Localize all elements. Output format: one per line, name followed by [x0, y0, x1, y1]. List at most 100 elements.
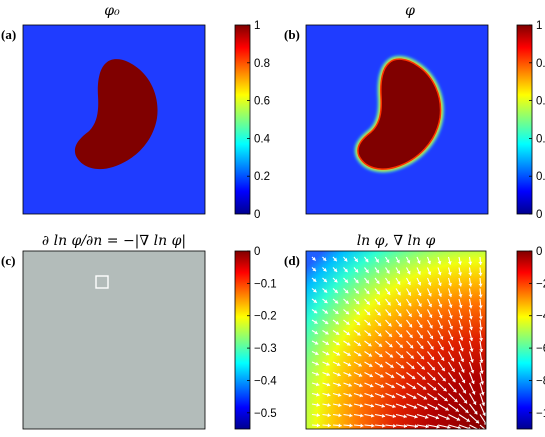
- colorbar-a-bar: [234, 24, 251, 215]
- vector-arrow-head: [469, 359, 474, 363]
- vector-arrow-head: [397, 291, 401, 296]
- vector-arrow-head: [410, 355, 414, 359]
- vector-arrow-head: [392, 423, 397, 428]
- vector-arrow-head: [382, 423, 386, 428]
- vector-arrow-head: [399, 354, 404, 359]
- vector-arrow-head: [324, 320, 329, 324]
- vector-arrow-head: [418, 324, 423, 328]
- vector-arrow-head: [325, 351, 330, 356]
- panel-c: ∂ ln φ/∂n = −|∇ ln φ| (c): [1, 233, 206, 430]
- vector-arrow-head: [377, 311, 381, 316]
- colorbar-c-bar: [234, 250, 251, 430]
- vector-arrow-head: [359, 383, 363, 388]
- vector-arrow-head: [375, 269, 380, 274]
- vector-arrow-head: [452, 388, 457, 393]
- vector-arrow-head: [313, 309, 318, 314]
- vector-arrow-head: [451, 368, 455, 372]
- vector-arrow-head: [360, 423, 364, 428]
- vector-arrow-head: [445, 407, 449, 411]
- vector-arrow-head: [443, 387, 447, 392]
- colorbar-tick-label: 0.6: [254, 96, 270, 108]
- vector-arrow-head: [403, 414, 407, 419]
- vector-arrow-head: [390, 364, 394, 368]
- vector-arrow-head: [387, 312, 392, 316]
- vector-arrow-head: [468, 261, 473, 265]
- vector-arrow-head: [456, 417, 461, 421]
- colorbar-d-bar: [516, 250, 533, 430]
- vector-arrow-head: [486, 430, 490, 433]
- vector-arrow-head: [312, 278, 317, 282]
- vector-arrow-head: [416, 260, 421, 264]
- vector-arrow-head: [459, 326, 464, 330]
- vector-arrow-head: [442, 377, 446, 382]
- vector-arrow-head: [435, 415, 440, 420]
- vector-arrow-head: [312, 267, 316, 272]
- vector-arrow-head: [434, 406, 439, 410]
- vector-arrow-head: [448, 304, 453, 308]
- vector-arrow-head: [478, 305, 483, 309]
- vector-arrow-head: [428, 314, 433, 318]
- vector-arrow-head: [344, 268, 348, 273]
- vector-arrow-head: [452, 378, 456, 383]
- vector-arrow-head: [380, 394, 385, 398]
- colorbar-tick-label: −0.3: [254, 343, 277, 355]
- vector-arrow-head: [391, 384, 395, 389]
- vector-arrow-head: [463, 399, 468, 404]
- colorbar-tick-label: −0.1: [254, 278, 277, 290]
- vector-arrow-head: [337, 393, 342, 397]
- vector-arrow-head: [354, 258, 358, 262]
- vector-arrow-head: [470, 369, 475, 374]
- vector-arrow-head: [464, 409, 469, 413]
- vector-arrow-head: [359, 403, 364, 408]
- vector-arrow-head: [378, 353, 383, 357]
- vector-arrow-head: [375, 280, 380, 284]
- vector-arrow-head: [313, 299, 317, 303]
- vector-arrow-head: [422, 386, 427, 390]
- vector-arrow-head: [356, 321, 361, 326]
- vector-arrow-head: [446, 416, 450, 421]
- vector-arrow-head: [355, 290, 359, 294]
- vector-arrow-head: [430, 345, 434, 350]
- vector-arrow-head: [360, 413, 364, 418]
- vector-arrow-head: [438, 304, 443, 308]
- vector-arrow-head: [344, 279, 348, 283]
- vector-arrow-head: [412, 385, 416, 389]
- vector-arrow-head: [457, 425, 462, 429]
- vector-arrow-head: [314, 341, 319, 345]
- vector-arrow-head: [387, 301, 391, 306]
- vector-arrow-head: [458, 315, 463, 320]
- panel-b-title: φ: [405, 3, 415, 19]
- vector-arrow-head: [421, 376, 426, 380]
- vector-arrow-head: [409, 334, 413, 338]
- vector-arrow-head: [418, 303, 422, 307]
- zoom-box: [95, 275, 109, 289]
- vector-arrow-head: [462, 389, 466, 394]
- vector-arrow-head: [431, 366, 435, 371]
- vector-arrow-head: [429, 335, 433, 340]
- vector-arrow-head: [437, 282, 442, 286]
- vector-arrow-head: [316, 402, 320, 407]
- vector-arrow-head: [392, 414, 396, 419]
- vector-arrow-head: [334, 289, 338, 293]
- vector-arrow-head: [377, 322, 382, 326]
- vector-arrow-head: [371, 423, 375, 428]
- vector-arrow-head: [354, 268, 359, 273]
- vector-arrow-head: [424, 415, 429, 419]
- vector-arrow-head: [334, 310, 339, 314]
- vector-arrow-head: [396, 259, 400, 264]
- vector-arrow-head: [417, 281, 422, 286]
- vector-arrow-head: [468, 426, 471, 429]
- vector-arrow-head: [423, 395, 428, 400]
- vector-arrow-head: [390, 374, 395, 378]
- vector-arrow-head: [419, 334, 423, 339]
- vector-arrow-head: [400, 364, 405, 369]
- vector-arrow-head: [450, 357, 455, 362]
- vector-arrow-head: [457, 261, 462, 265]
- panel-a-label: (a): [1, 27, 16, 42]
- vector-arrow-head: [348, 403, 353, 408]
- panel-a: φ₀ (a): [1, 3, 206, 215]
- vector-arrow-head: [478, 294, 483, 298]
- vector-arrow-head: [478, 272, 483, 276]
- vector-arrow-head: [458, 304, 463, 309]
- vector-arrow-head: [479, 370, 484, 374]
